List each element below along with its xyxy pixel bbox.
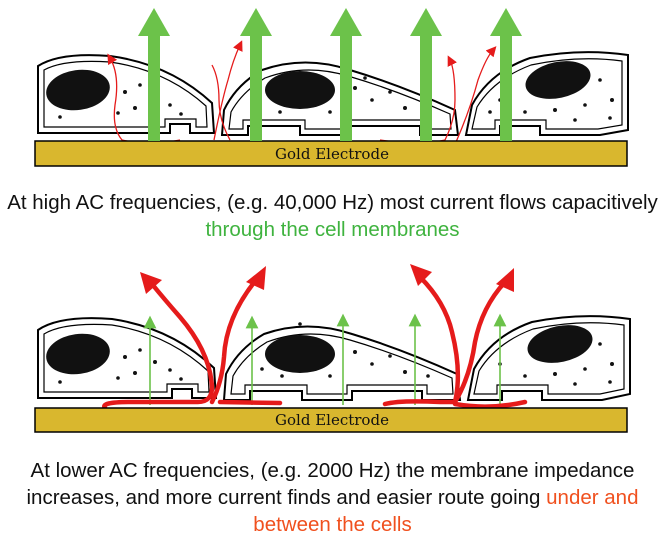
cell-left <box>37 54 216 134</box>
top-diagram-svg: Gold Electrode <box>34 8 629 167</box>
nucleus <box>46 69 110 111</box>
bottom-caption-highlight: under and between the cells <box>253 486 639 536</box>
top-diagram: Gold Electrode <box>0 0 665 175</box>
bottom-diagram-svg: Gold Electrode <box>34 264 631 433</box>
green-arrow <box>490 8 522 141</box>
electrode-label: Gold Electrode <box>275 411 389 429</box>
gold-electrode <box>34 140 628 167</box>
nucleus <box>265 71 335 109</box>
bottom-diagram: Gold Electrode <box>0 262 665 440</box>
electrode-label: Gold Electrode <box>275 145 389 163</box>
top-caption-text: At high AC frequencies, (e.g. 40,000 Hz)… <box>7 191 658 214</box>
green-arrows <box>138 8 522 141</box>
bottom-caption-text: At lower AC frequencies, (e.g. 2000 Hz) … <box>26 459 635 509</box>
cell-right <box>466 315 631 401</box>
thick-red-heads <box>140 264 514 294</box>
top-caption: At high AC frequencies, (e.g. 40,000 Hz)… <box>0 189 665 243</box>
nucleus <box>525 61 591 99</box>
gold-electrode <box>34 407 628 433</box>
nucleus <box>46 333 110 375</box>
thin-green-arrows <box>143 313 507 405</box>
green-arrow <box>330 8 362 141</box>
green-arrow <box>410 8 442 141</box>
green-arrow <box>240 8 272 141</box>
green-arrow <box>138 8 170 141</box>
top-caption-highlight: through the cell membranes <box>205 218 460 241</box>
bottom-caption: At lower AC frequencies, (e.g. 2000 Hz) … <box>0 457 665 538</box>
nucleus <box>527 325 593 363</box>
cell-middle <box>222 322 462 401</box>
nucleus <box>265 335 335 373</box>
cell-right <box>464 51 629 136</box>
thick-red-currents <box>102 274 528 411</box>
